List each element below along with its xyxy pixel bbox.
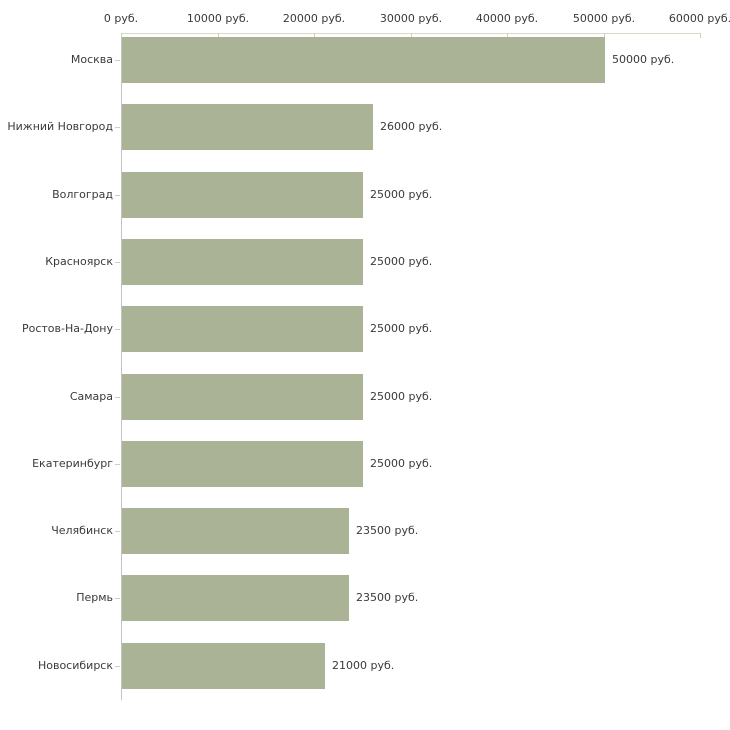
y-axis-line [121,33,122,700]
bar [122,643,325,689]
bar [122,575,349,621]
x-axis-tick-label: 40000 руб. [475,12,539,25]
x-axis-tick-label: 50000 руб. [572,12,636,25]
value-label: 23500 руб. [356,591,419,604]
category-label: Новосибирск [37,659,113,672]
value-label: 23500 руб. [356,524,419,537]
x-axis-tick [604,33,605,38]
x-axis-tick-label: 0 руб. [103,12,139,25]
category-tick [115,60,120,61]
bar [122,37,605,83]
bar [122,441,363,487]
bar [122,239,363,285]
category-label: Красноярск [45,255,113,268]
value-label: 25000 руб. [370,457,433,470]
x-axis-tick-label: 10000 руб. [186,12,250,25]
x-axis-tick [700,33,701,38]
bar [122,306,363,352]
category-tick [115,262,120,263]
category-tick [115,195,120,196]
category-label: Ростов-На-Дону [21,322,113,335]
category-tick [115,666,120,667]
category-label: Челябинск [51,524,113,537]
x-axis-tick [121,33,122,38]
bar [122,104,373,150]
x-axis-line [121,33,700,34]
category-tick [115,464,120,465]
category-label: Пермь [76,591,113,604]
category-tick [115,531,120,532]
category-label: Екатеринбург [32,457,113,470]
value-label: 25000 руб. [370,390,433,403]
bar [122,374,363,420]
x-axis-tick [411,33,412,38]
x-axis-tick [314,33,315,38]
category-tick [115,127,120,128]
value-label: 50000 руб. [612,53,675,66]
bar [122,508,349,554]
category-label: Нижний Новгород [7,120,113,133]
value-label: 26000 руб. [380,120,443,133]
value-label: 25000 руб. [370,188,433,201]
x-axis-tick-label: 60000 руб. [668,12,730,25]
value-label: 21000 руб. [332,659,395,672]
x-axis-tick [507,33,508,38]
category-tick [115,397,120,398]
category-label: Самара [69,390,113,403]
value-label: 25000 руб. [370,255,433,268]
category-tick [115,598,120,599]
bar [122,172,363,218]
x-axis-tick-label: 20000 руб. [282,12,346,25]
category-tick [115,329,120,330]
x-axis-tick [218,33,219,38]
category-label: Волгоград [52,188,113,201]
category-label: Москва [70,53,113,66]
value-label: 25000 руб. [370,322,433,335]
x-axis-tick-label: 30000 руб. [379,12,443,25]
